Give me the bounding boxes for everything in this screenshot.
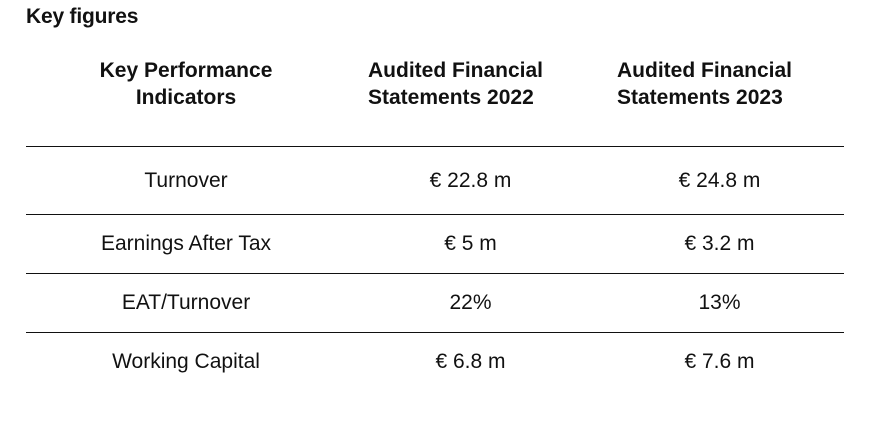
key-figures-table: Key Performance Indicators Audited Finan… xyxy=(26,57,844,391)
header-2022: Audited Financial Statements 2022 xyxy=(346,57,595,147)
value-2023: € 3.2 m xyxy=(595,214,844,274)
table-row: Earnings After Tax € 5 m € 3.2 m xyxy=(26,214,844,274)
row-label: EAT/Turnover xyxy=(26,273,346,333)
value-2022: € 22.8 m xyxy=(346,146,595,215)
section-title: Key figures xyxy=(26,5,139,28)
table-header-row: Key Performance Indicators Audited Finan… xyxy=(26,57,844,147)
row-label: Earnings After Tax xyxy=(26,214,346,274)
value-2022: € 6.8 m xyxy=(435,350,506,373)
value-2023: 13% xyxy=(595,273,844,333)
value-2023: € 7.6 m xyxy=(684,350,755,373)
value-2022: € 5 m xyxy=(346,214,595,274)
header-2023: Audited Financial Statements 2023 xyxy=(595,57,844,147)
row-label: Turnover xyxy=(26,146,346,215)
header-2023-line-2: Statements 2023 xyxy=(617,86,783,109)
header-2022-line-1: Audited Financial xyxy=(368,59,544,82)
header-2022-line-2: Statements 2022 xyxy=(368,86,534,109)
header-kpi-line-2: Indicators xyxy=(135,86,237,109)
header-2023-line-1: Audited Financial xyxy=(617,59,793,82)
table-row: Working Capital € 6.8 m € 7.6 m xyxy=(26,333,844,392)
row-label: Working Capital xyxy=(112,350,260,373)
header-kpi-line-1: Key Performance xyxy=(99,59,273,82)
table-row: EAT/Turnover 22% 13% xyxy=(26,273,844,333)
header-kpi: Key Performance Indicators xyxy=(26,57,346,147)
value-2022: 22% xyxy=(346,273,595,333)
value-2023: € 24.8 m xyxy=(595,146,844,215)
table-row: Turnover € 22.8 m € 24.8 m xyxy=(26,146,844,215)
